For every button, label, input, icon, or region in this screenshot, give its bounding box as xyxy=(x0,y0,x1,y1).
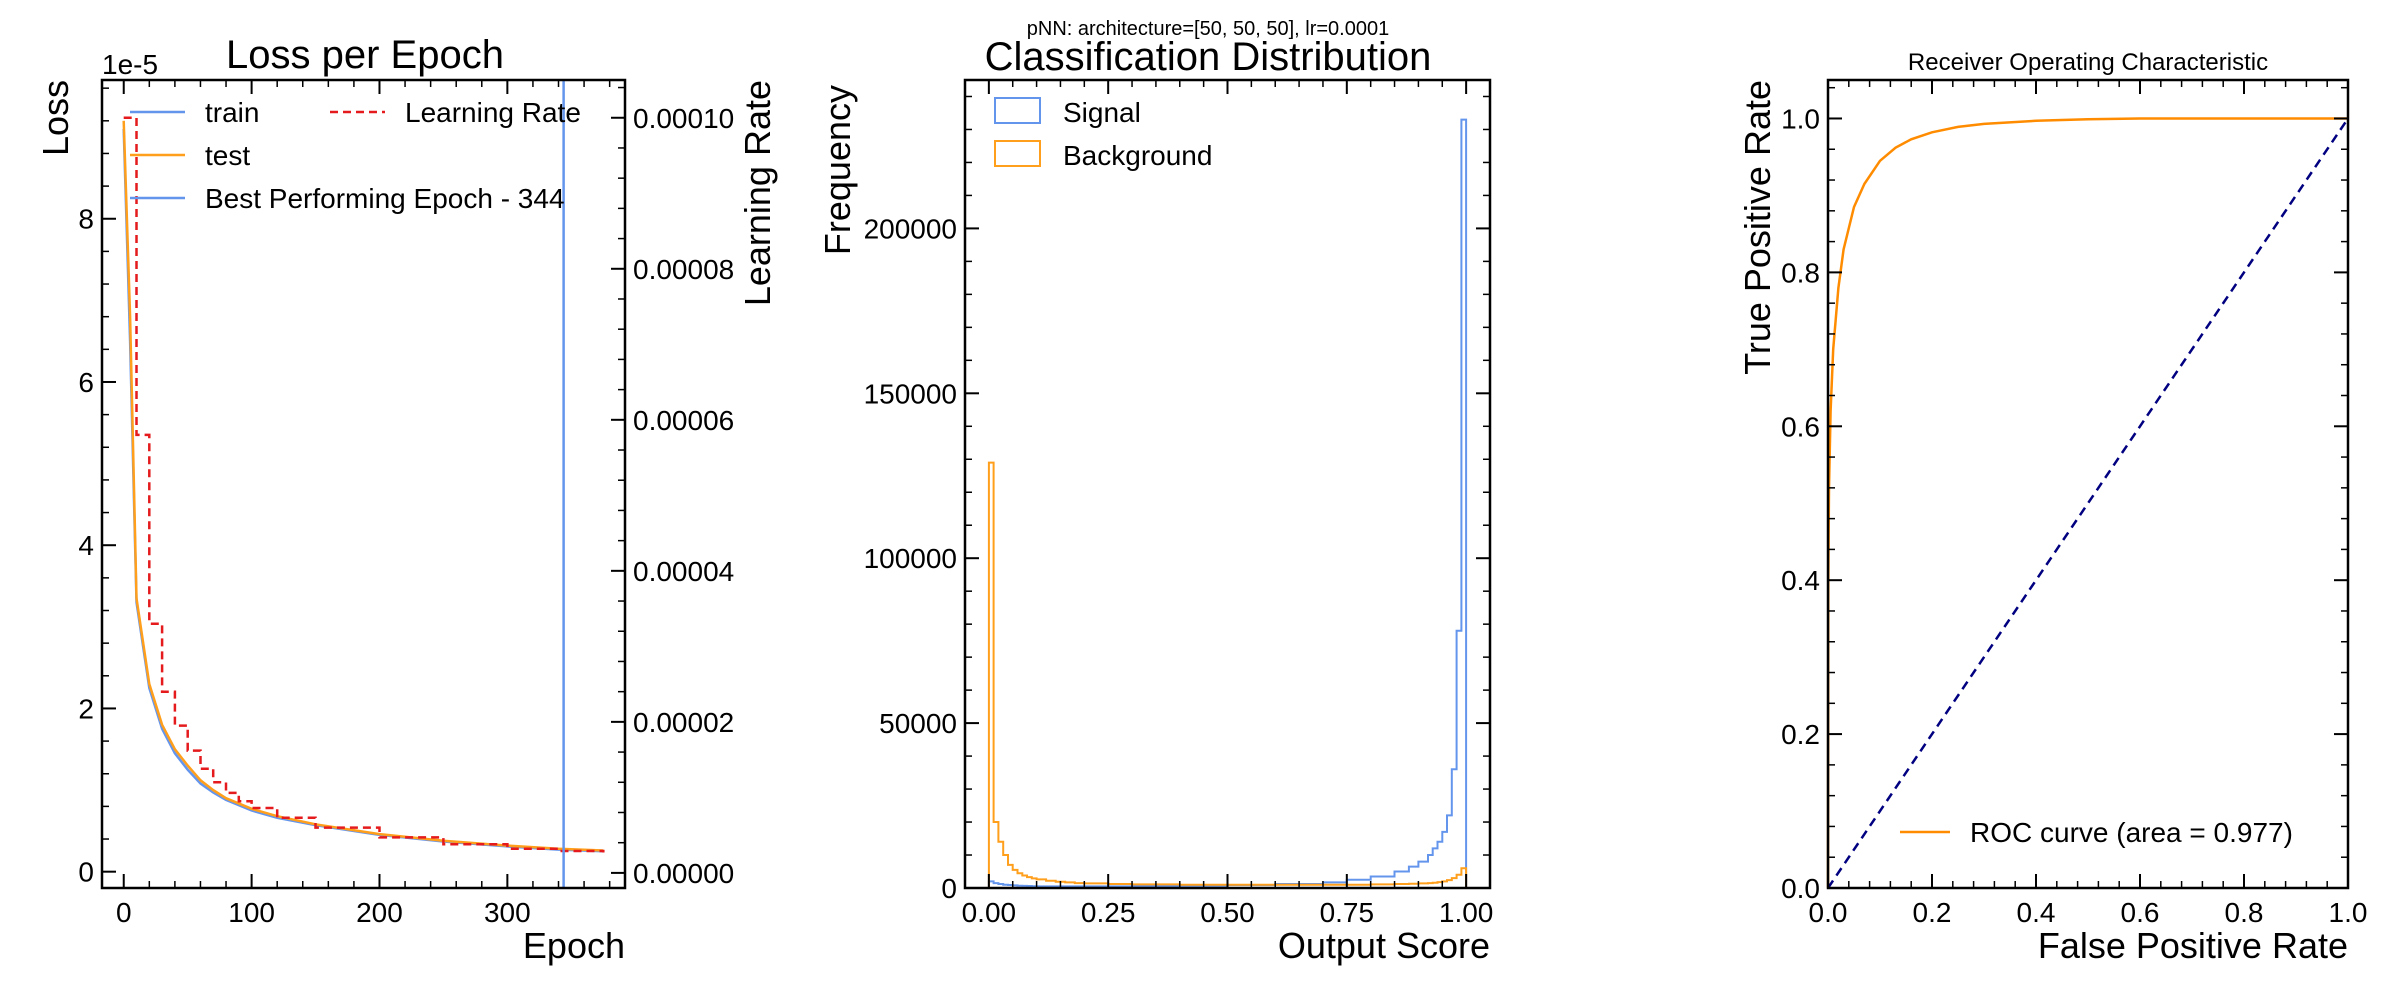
loss-chart-multiplier: 1e-5 xyxy=(102,49,158,80)
histogram-ytick-label: 0 xyxy=(941,873,957,904)
histogram-signal-step xyxy=(987,118,1468,888)
histogram-ytick-label: 150000 xyxy=(864,378,957,409)
loss-chart-ylabel: Loss xyxy=(35,80,76,156)
figure-suptitle: pNN: architecture=[50, 50, 50], lr=0.000… xyxy=(1027,18,1389,40)
legend-swatch xyxy=(994,97,1041,124)
score-histogram: Classification Distribution Frequency Ou… xyxy=(817,35,1493,966)
roc-chart-xtick-label: 0.6 xyxy=(2121,897,2160,928)
roc-chart-ytick-label: 1.0 xyxy=(1781,103,1820,134)
histogram-series-group xyxy=(987,118,1468,888)
histogram-background-step xyxy=(987,461,1468,888)
loss-chart-right-ytick-label: 0.00008 xyxy=(633,254,734,285)
loss-chart-xtick-label: 0 xyxy=(116,897,132,928)
histogram-xlabel: Output Score xyxy=(1278,925,1490,966)
roc-chart-xtick-label: 0.4 xyxy=(2017,897,2056,928)
loss-chart-xtick-label: 300 xyxy=(484,897,531,928)
loss-chart-right-ytick-label: 0.00004 xyxy=(633,556,734,587)
loss-chart-ytick-label: 2 xyxy=(78,693,94,724)
legend-label: train xyxy=(205,97,259,128)
roc-legend: ROC curve (area = 0.977) xyxy=(1900,817,2293,848)
histogram-ytick-label: 50000 xyxy=(879,708,957,739)
roc-chart-xtick-label: 1.0 xyxy=(2329,897,2368,928)
loss-series-group xyxy=(122,80,605,888)
loss-chart-ytick-label: 0 xyxy=(78,857,94,888)
random-chance-line xyxy=(1826,117,2350,889)
legend-label: Signal xyxy=(1063,97,1141,128)
loss-chart-ytick-label: 6 xyxy=(78,367,94,398)
loss-chart-ytick-label: 4 xyxy=(78,530,94,561)
roc-chart-xlabel: False Positive Rate xyxy=(2038,925,2348,966)
loss-legend: train test Best Performing Epoch - 344 Lear… xyxy=(130,97,581,214)
loss-chart-xlabel: Epoch xyxy=(523,925,625,966)
loss-chart-right-ytick-label: 0.00010 xyxy=(633,103,734,134)
legend-label: ROC curve (area = 0.977) xyxy=(1970,817,2293,848)
histogram-xtick-label: 0.50 xyxy=(1200,897,1255,928)
roc-chart-ylabel: True Positive Rate xyxy=(1737,80,1778,375)
roc-series-group xyxy=(1826,117,2350,889)
roc-chart-ytick-label: 0.8 xyxy=(1781,257,1820,288)
legend-label: Learning Rate xyxy=(405,97,581,128)
roc-chart-ytick-label: 0.6 xyxy=(1781,411,1820,442)
roc-chart-xtick-label: 0.2 xyxy=(1913,897,1952,928)
roc-chart-ytick-label: 0.4 xyxy=(1781,565,1820,596)
histogram-ytick-label: 100000 xyxy=(864,543,957,574)
series-train-line xyxy=(122,128,604,853)
loss-chart-xtick-label: 100 xyxy=(228,897,275,928)
loss-chart-right-ytick-label: 0.00006 xyxy=(633,405,734,436)
roc-curve-line xyxy=(1826,117,2348,889)
legend-label: Best Performing Epoch - 344 xyxy=(205,183,565,214)
roc-chart-frame xyxy=(1826,78,2350,890)
roc-chart-ytick-label: 0.2 xyxy=(1781,719,1820,750)
legend-label: Background xyxy=(1063,140,1212,171)
histogram-legend: Signal Background xyxy=(994,97,1212,171)
loss-chart-ytick-label: 8 xyxy=(78,204,94,235)
legend-label: test xyxy=(205,140,250,171)
histogram-xtick-label: 0.75 xyxy=(1320,897,1375,928)
histogram-xtick-label: 0.25 xyxy=(1081,897,1136,928)
loss-chart-right-ytick-label: 0.00000 xyxy=(633,858,734,889)
roc-chart: Receiver Operating Characteristic True P… xyxy=(1737,49,2367,966)
loss-chart-ylabel-right: Learning Rate xyxy=(737,80,778,306)
roc-chart-xtick-label: 0.0 xyxy=(1809,897,1848,928)
histogram-ylabel: Frequency xyxy=(817,85,858,255)
histogram-ytick-label: 200000 xyxy=(864,213,957,244)
loss-chart-frame xyxy=(100,78,627,890)
series-learning-rate-line xyxy=(123,116,605,853)
loss-chart-title: Loss per Epoch xyxy=(226,33,504,77)
histogram-xtick-label: 0.00 xyxy=(962,897,1017,928)
series-test-line xyxy=(122,120,604,852)
loss-chart: Loss per Epoch 1e-5 Loss Learning Rate E… xyxy=(35,33,778,966)
histogram-xtick-label: 1.00 xyxy=(1439,897,1494,928)
histogram-title: Classification Distribution xyxy=(985,35,1432,79)
histogram-frame xyxy=(963,78,1492,890)
roc-chart-xtick-label: 0.8 xyxy=(2225,897,2264,928)
roc-chart-title: Receiver Operating Characteristic xyxy=(1908,49,2268,76)
roc-chart-ytick-label: 0.0 xyxy=(1781,873,1820,904)
loss-chart-right-ytick-label: 0.00002 xyxy=(633,707,734,738)
legend-swatch xyxy=(994,140,1041,167)
loss-chart-xtick-label: 200 xyxy=(356,897,403,928)
